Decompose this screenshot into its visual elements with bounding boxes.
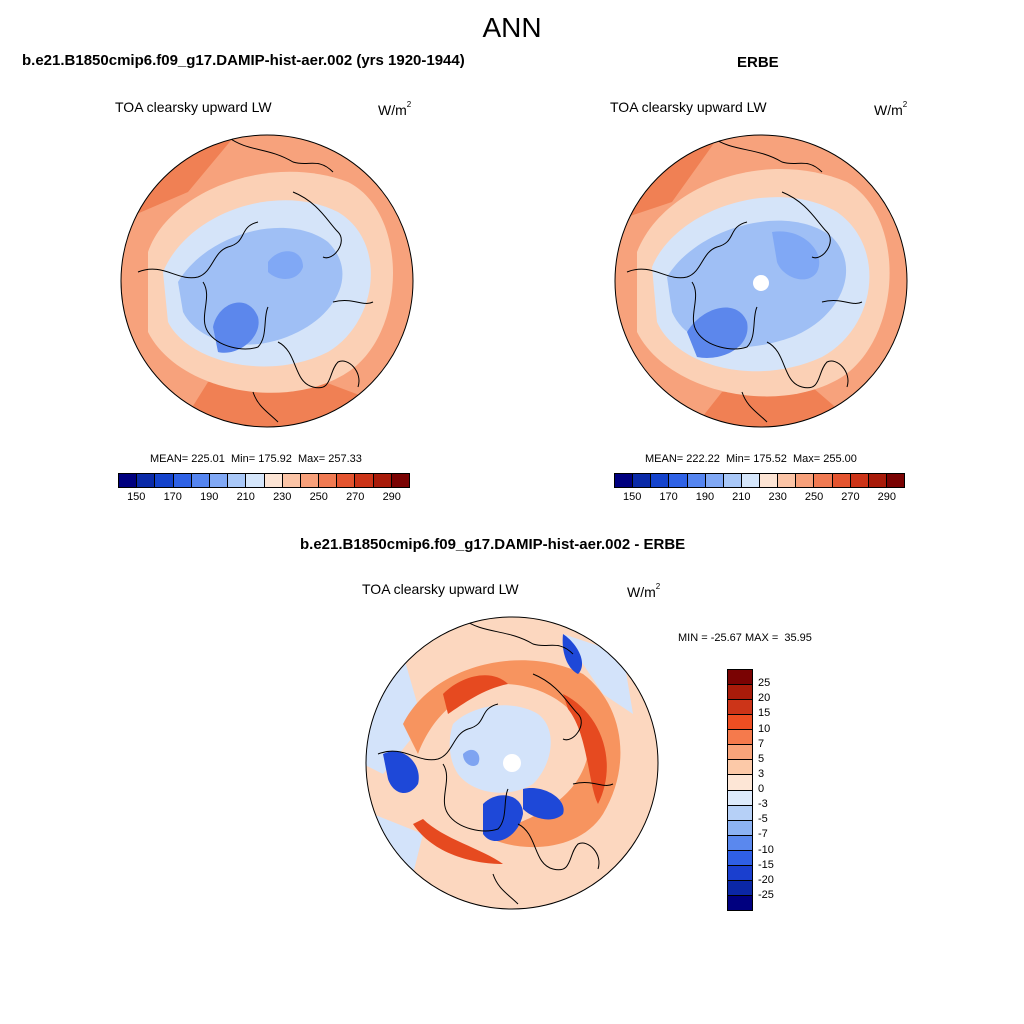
panel-3-field-label: TOA clearsky upward LW: [362, 581, 519, 597]
panel-3-stats: MIN = -25.67 MAX = 35.95: [678, 632, 812, 644]
panel-1-colorbar-tick-label: 270: [346, 491, 365, 503]
panel-2-colorbar-swatch: [760, 474, 779, 487]
panel-3-colorbar-tick-label: -3: [758, 798, 768, 811]
figure-title: ANN: [482, 12, 542, 43]
panel-1-colorbar-swatch: [119, 474, 138, 487]
panel-1-stats: MEAN= 225.01 Min= 175.92 Max= 257.33: [150, 453, 362, 465]
panel-1-units: W/m2: [378, 100, 412, 118]
panel-3-colorbar-swatch: [728, 730, 752, 746]
panel-3-colorbar-swatch: [728, 715, 752, 731]
panel-3-colorbar-swatch: [728, 775, 752, 791]
panel-1-colorbar-swatch: [391, 474, 409, 487]
panel-1-colorbar-swatch: [264, 474, 283, 487]
panel-3-colorbar-tick-label: 0: [758, 783, 765, 795]
panel-3-polar-map: [363, 614, 661, 912]
panel-2-colorbar-tick-label: 190: [695, 491, 715, 503]
panel-3-colorbar-swatch: [728, 790, 752, 806]
panel-3-colorbar-swatch: [728, 820, 752, 836]
panel-1-colorbar: 150 170 190 210 230 250 270 290: [118, 473, 410, 504]
panel-3-colorbar-tick-label: 5: [758, 752, 765, 765]
panel-2-colorbar-swatch: [741, 474, 760, 487]
panel-2-title: ERBE: [737, 54, 779, 71]
panel-2-colorbar-swatch: [669, 474, 688, 487]
panel-3-colorbar-swatch: [728, 700, 752, 716]
panel-3-colorbar-swatch: [728, 745, 752, 761]
panel-3-units: W/m2: [627, 582, 661, 600]
panel-3-colorbar-tick-label: -25: [758, 888, 774, 901]
panel-2-colorbar-swatch: [705, 474, 724, 487]
panel-1-colorbar-tick-label: 290: [382, 491, 401, 503]
panel-2-colorbar-swatch: [814, 474, 833, 487]
panel-1-colorbar-swatch: [228, 474, 247, 487]
panel-3-title: b.e21.B1850cmip6.f09_g17.DAMIP-hist-aer.…: [300, 536, 686, 553]
panel-3-colorbar-swatch: [728, 685, 752, 701]
panel-2-colorbar-tick-label: 270: [841, 491, 860, 503]
panel-1-colorbar-swatch: [246, 474, 265, 487]
panel-2-colorbar-swatch: [796, 474, 815, 487]
panel-2-colorbar-swatch: [723, 474, 742, 487]
panel-3-colorbar-ticks: 25 20 15 10 7 5 3 0 -3 -5 -7 -10 -15 -20 -25: [758, 669, 798, 911]
panel-3-colorbar-swatch: [728, 865, 752, 881]
panel-1-colorbar-swatch: [173, 474, 192, 487]
panel-1-colorbar-swatch: [373, 474, 392, 487]
panel-2-colorbar-swatch: [778, 474, 797, 487]
panel-1-colorbar-tick-label: 250: [309, 491, 328, 503]
panel-1-title: b.e21.B1850cmip6.f09_g17.DAMIP-hist-aer.…: [22, 52, 465, 69]
panel-2-colorbar-swatch: [633, 474, 652, 487]
panel-3-colorbar-swatch: [728, 670, 752, 686]
panel-2-colorbar-swatch: [651, 474, 670, 487]
panel-2-colorbar-tick-label: 290: [877, 491, 896, 503]
panel-2-polar-map: [612, 132, 910, 430]
panel-2-colorbar-tick-label: 250: [804, 491, 824, 503]
panel-1-colorbar-swatch: [337, 474, 356, 487]
panel-3-colorbar-tick-label: 3: [758, 767, 765, 780]
panel-1-polar-map: [118, 132, 416, 430]
panel-1-colorbar-swatch: [137, 474, 156, 487]
panel-3-colorbar-tick-label: -7: [758, 828, 768, 841]
panel-1-colorbar-swatch: [355, 474, 374, 487]
panel-2-stats: MEAN= 222.22 Min= 175.52 Max= 255.00: [645, 453, 857, 465]
panel-1-colorbar-swatch: [300, 474, 320, 487]
panel-2-colorbar-tick-label: 170: [659, 491, 678, 503]
panel-2-colorbar-swatch: [687, 474, 706, 487]
panel-3-colorbar-swatch: [728, 880, 752, 896]
panel-1-colorbar-swatch: [282, 474, 301, 487]
panel-1-colorbar-swatch: [191, 474, 210, 487]
panel-3-colorbar-swatch: [728, 805, 752, 821]
panel-3-colorbar-swatch: [728, 835, 752, 851]
panel-2-colorbar-tick-label: 230: [768, 491, 787, 503]
panel-1-colorbar-swatch: [209, 474, 229, 487]
panel-3-colorbar-swatch: [728, 895, 752, 910]
panel-2-colorbar-swatch: [850, 474, 869, 487]
panel-3-colorbar-tick-label: 25: [758, 677, 771, 690]
panel-2-colorbar-swatch: [868, 474, 887, 487]
panel-2-colorbar-tick-label: 150: [623, 491, 642, 503]
panel-1-colorbar-tick-label: 170: [163, 491, 182, 503]
panel-3-colorbar: [727, 669, 753, 911]
panel-3-colorbar-tick-label: -10: [758, 843, 774, 856]
panel-2-units: W/m2: [874, 100, 908, 118]
panel-2-colorbar-swatch: [886, 474, 904, 487]
panel-3-colorbar-tick-label: 7: [758, 737, 765, 750]
panel-2-colorbar-tick-label: 210: [732, 491, 751, 503]
panel-1-colorbar-tick-label: 230: [273, 491, 292, 503]
panel-3-colorbar-swatch: [728, 850, 752, 866]
panel-1-field-label: TOA clearsky upward LW: [115, 99, 272, 115]
panel-1-colorbar-tick-label: 150: [127, 491, 146, 503]
panel-3-colorbar-swatch: [728, 760, 752, 776]
panel-1-colorbar-swatch: [319, 474, 338, 487]
panel-2-colorbar-swatch: [615, 474, 634, 487]
panel-3-colorbar-tick-label: 10: [758, 722, 771, 735]
panel-2-colorbar-swatch: [832, 474, 851, 487]
panel-3-colorbar-tick-label: -5: [758, 813, 768, 826]
panel-3-colorbar-tick-label: 15: [758, 707, 771, 720]
panel-3-colorbar-tick-label: 20: [758, 692, 771, 705]
panel-1-colorbar-tick-label: 190: [200, 491, 219, 503]
panel-1-colorbar-swatch: [155, 474, 174, 487]
panel-1-colorbar-tick-label: 210: [236, 491, 255, 503]
panel-3-colorbar-tick-label: -15: [758, 858, 774, 871]
panel-2-colorbar: 150 170 190 210 230 250 270 290: [614, 473, 905, 504]
panel-3-colorbar-tick-label: -20: [758, 873, 774, 886]
panel-2-field-label: TOA clearsky upward LW: [610, 99, 767, 115]
